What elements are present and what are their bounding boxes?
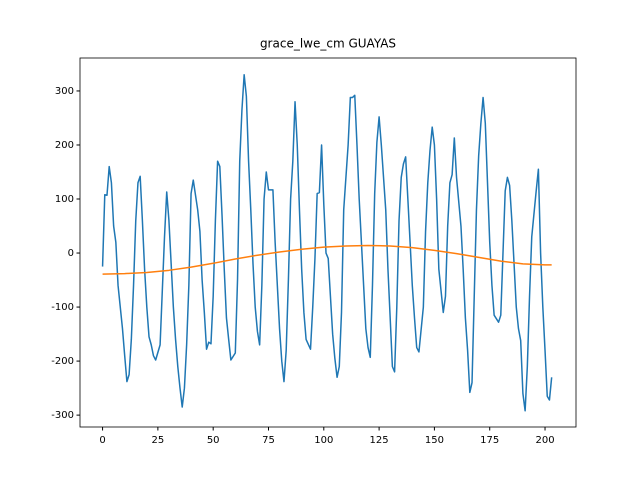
x-tick-label: 0 bbox=[99, 435, 105, 446]
x-tick-label: 100 bbox=[314, 435, 333, 446]
y-tick-label: -300 bbox=[51, 410, 74, 421]
y-tick-label: -100 bbox=[51, 302, 74, 313]
plot-frame bbox=[79, 57, 577, 428]
data-line bbox=[101, 74, 553, 412]
x-tick-label: 200 bbox=[535, 435, 554, 446]
y-tick-label: 300 bbox=[55, 86, 74, 97]
x-tick-label: 25 bbox=[152, 435, 165, 446]
y-tick-label: 0 bbox=[68, 248, 74, 259]
x-tick-label: 50 bbox=[207, 435, 220, 446]
data-line bbox=[102, 244, 552, 275]
x-tick-label: 150 bbox=[425, 435, 444, 446]
chart-title: grace_lwe_cm GUAYAS bbox=[260, 37, 396, 51]
y-tick-label: 200 bbox=[55, 140, 74, 151]
x-tick-label: 125 bbox=[370, 435, 389, 446]
y-tick-label: 100 bbox=[55, 194, 74, 205]
y-tick-label: -200 bbox=[51, 356, 74, 367]
x-tick-label: 175 bbox=[480, 435, 499, 446]
x-tick-label: 75 bbox=[262, 435, 275, 446]
